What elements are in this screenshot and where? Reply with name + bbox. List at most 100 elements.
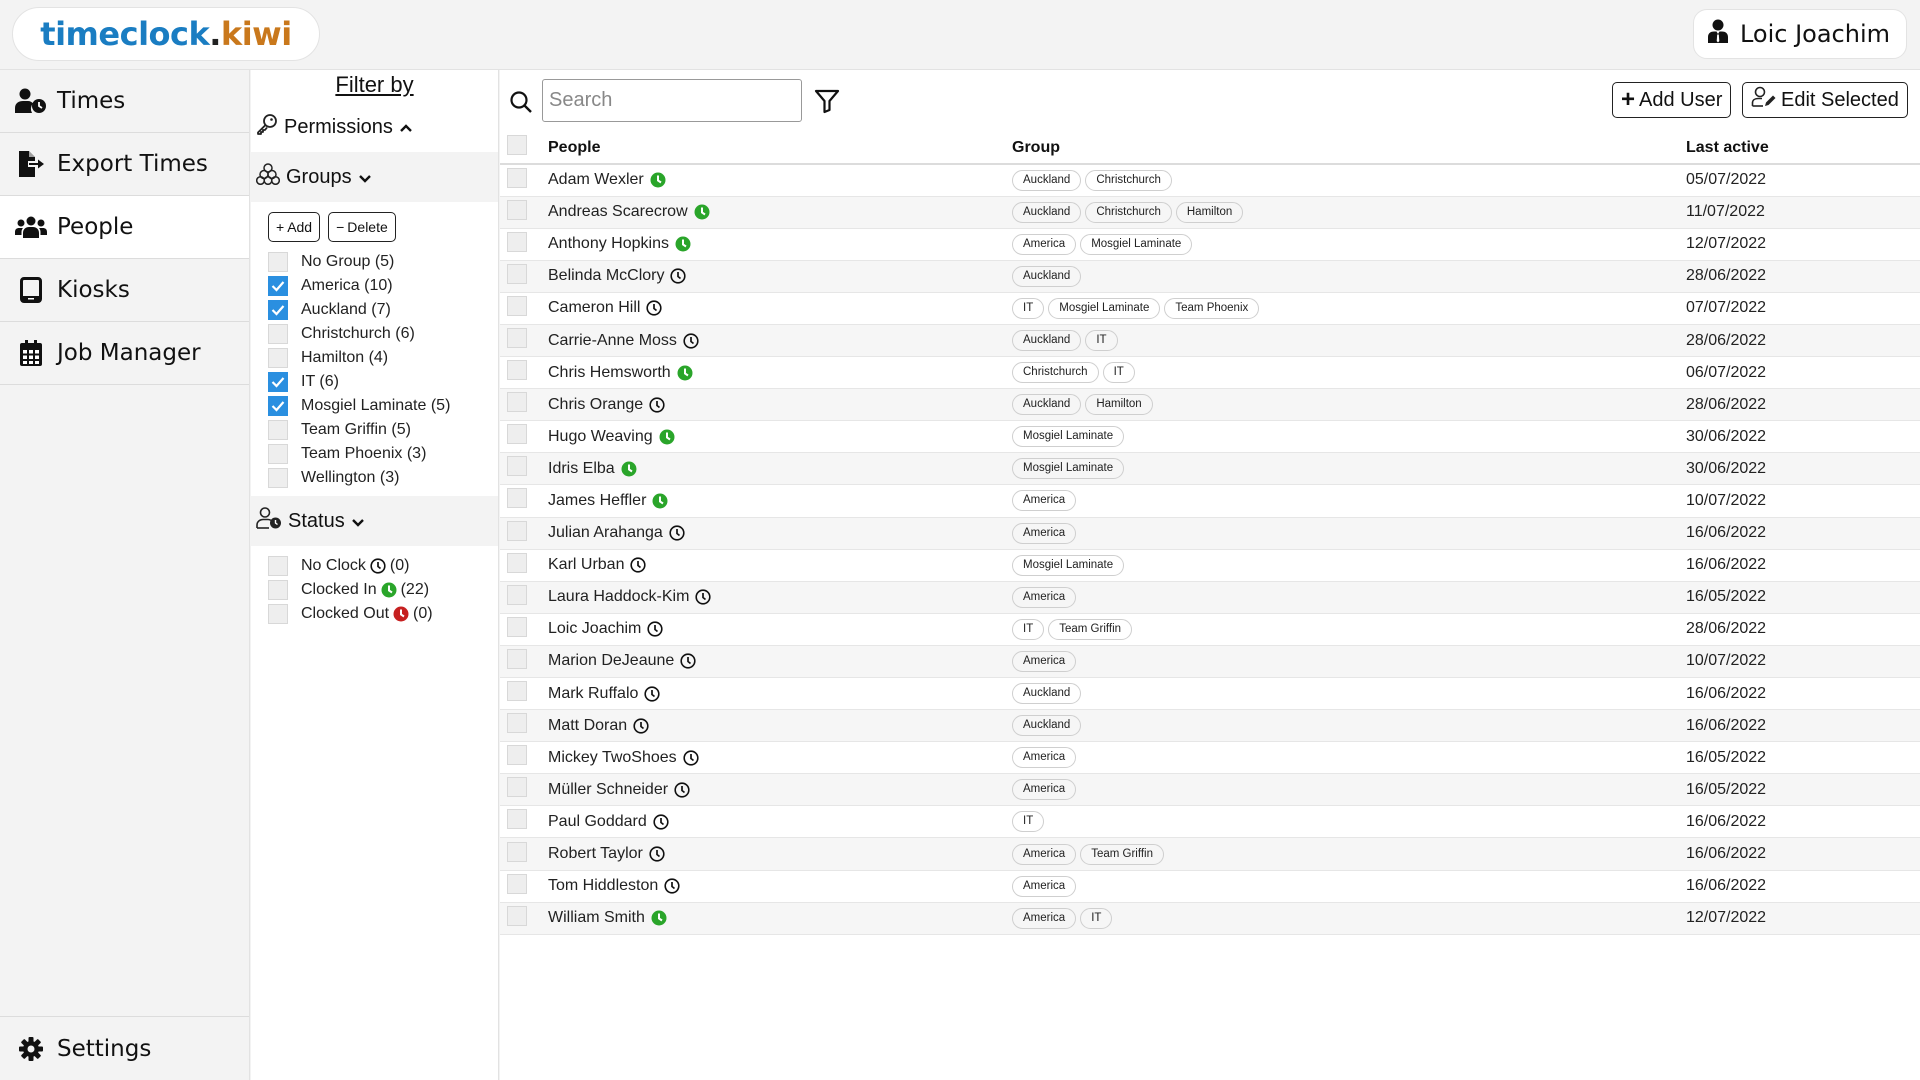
- sidebar-item-people[interactable]: People: [0, 196, 249, 259]
- group-filter-checkbox[interactable]: [268, 444, 288, 464]
- table-row[interactable]: Robert Taylor America Team Griffin 16/06/20…: [500, 837, 1920, 871]
- group-filter-checkbox[interactable]: [268, 348, 288, 368]
- table-row[interactable]: Marion DeJeaune America 10/07/2022: [500, 645, 1920, 679]
- table-row[interactable]: Mickey TwoShoes America 16/05/2022: [500, 741, 1920, 775]
- row-checkbox[interactable]: [507, 488, 527, 509]
- person-name[interactable]: Müller Schneider: [548, 780, 669, 798]
- permissions-section-toggle[interactable]: Permissions: [251, 102, 498, 152]
- search-input[interactable]: [542, 79, 802, 122]
- person-name[interactable]: Mark Ruffalo: [548, 684, 639, 702]
- table-row[interactable]: Karl Urban Mosgiel Laminate 16/06/2022: [500, 549, 1920, 582]
- group-filter-item[interactable]: Team Griffin (5): [268, 418, 498, 442]
- sidebar-item-export-times[interactable]: Export Times: [0, 133, 249, 196]
- person-name[interactable]: Marion DeJeaune: [548, 652, 675, 670]
- delete-group-button[interactable]: − Delete: [328, 212, 396, 242]
- group-filter-item[interactable]: Christchurch (6): [268, 322, 498, 346]
- row-checkbox[interactable]: [507, 809, 527, 830]
- person-name[interactable]: James Heffler: [548, 491, 647, 509]
- group-filter-checkbox[interactable]: [268, 276, 288, 296]
- person-name[interactable]: Andreas Scarecrow: [548, 203, 688, 221]
- sidebar-item-settings[interactable]: Settings: [0, 1016, 249, 1080]
- group-filter-item[interactable]: Hamilton (4): [268, 346, 498, 370]
- person-name[interactable]: Karl Urban: [548, 556, 625, 574]
- select-all-checkbox[interactable]: [507, 135, 527, 155]
- person-name[interactable]: Cameron Hill: [548, 299, 641, 317]
- row-checkbox[interactable]: [507, 841, 527, 862]
- group-filter-item[interactable]: Auckland (7): [268, 298, 498, 322]
- status-filter-item[interactable]: Clocked In (22): [268, 578, 498, 602]
- add-user-button[interactable]: + Add User: [1612, 82, 1732, 118]
- person-name[interactable]: Matt Doran: [548, 716, 628, 734]
- row-checkbox[interactable]: [507, 231, 527, 252]
- status-filter-item[interactable]: No Clock (0): [268, 554, 498, 578]
- group-filter-checkbox[interactable]: [268, 300, 288, 320]
- table-row[interactable]: William Smith America IT 12/07/2022: [500, 902, 1920, 935]
- group-filter-item[interactable]: IT (6): [268, 370, 498, 394]
- column-header-last-active[interactable]: Last active: [1686, 132, 1920, 165]
- group-filter-checkbox[interactable]: [268, 420, 288, 440]
- group-filter-item[interactable]: No Group (5): [268, 250, 498, 274]
- group-filter-checkbox[interactable]: [268, 324, 288, 344]
- group-filter-checkbox[interactable]: [268, 252, 288, 272]
- person-name[interactable]: Carrie-Anne Moss: [548, 331, 677, 349]
- row-checkbox[interactable]: [507, 777, 527, 798]
- row-checkbox[interactable]: [507, 424, 527, 445]
- group-filter-checkbox[interactable]: [268, 372, 288, 392]
- table-row[interactable]: Anthony Hopkins America Mosgiel Laminate 12…: [500, 228, 1920, 261]
- table-row[interactable]: Loic Joachim IT Team Griffin 28/06/2022: [500, 613, 1920, 646]
- row-checkbox[interactable]: [507, 328, 527, 349]
- person-name[interactable]: Tom Hiddleston: [548, 877, 659, 895]
- table-row[interactable]: Hugo Weaving Mosgiel Laminate 30/06/2022: [500, 420, 1920, 454]
- edit-selected-button[interactable]: Edit Selected: [1742, 82, 1908, 118]
- table-row[interactable]: Julian Arahanga America 16/06/2022: [500, 517, 1920, 550]
- groups-section-toggle[interactable]: Groups: [251, 152, 498, 202]
- row-checkbox[interactable]: [507, 616, 527, 637]
- group-filter-item[interactable]: Mosgiel Laminate (5): [268, 394, 498, 418]
- filter-funnel-icon[interactable]: [814, 88, 840, 119]
- person-name[interactable]: Loic Joachim: [548, 620, 642, 638]
- logo[interactable]: timeclock. kiwi: [12, 7, 320, 61]
- row-checkbox[interactable]: [507, 713, 527, 734]
- row-checkbox[interactable]: [507, 167, 527, 188]
- user-menu-button[interactable]: Loic Joachim: [1692, 9, 1907, 59]
- group-filter-checkbox[interactable]: [268, 396, 288, 416]
- sidebar-item-job-manager[interactable]: Job Manager: [0, 322, 249, 385]
- table-row[interactable]: Matt Doran Auckland 16/06/2022: [500, 709, 1920, 743]
- row-checkbox[interactable]: [507, 199, 527, 220]
- table-row[interactable]: Müller Schneider America 16/05/2022: [500, 773, 1920, 807]
- add-group-button[interactable]: + Add: [268, 212, 321, 242]
- person-name[interactable]: Mickey TwoShoes: [548, 748, 677, 766]
- status-filter-checkbox[interactable]: [268, 580, 288, 600]
- table-row[interactable]: Adam Wexler Auckland Christchurch 05/07/202…: [500, 164, 1920, 197]
- row-checkbox[interactable]: [507, 392, 527, 413]
- row-checkbox[interactable]: [507, 905, 527, 926]
- table-row[interactable]: Andreas Scarecrow Auckland Christchurch Ham…: [500, 196, 1920, 229]
- group-filter-item[interactable]: Team Phoenix (3): [268, 442, 498, 466]
- person-name[interactable]: Idris Elba: [548, 459, 615, 477]
- table-row[interactable]: Cameron Hill IT Mosgiel Laminate Team Phoen…: [500, 292, 1920, 325]
- table-row[interactable]: Chris Orange Auckland Hamilton 28/06/2022: [500, 388, 1920, 422]
- person-name[interactable]: Julian Arahanga: [548, 524, 663, 542]
- person-name[interactable]: Belinda McClory: [548, 267, 665, 285]
- row-checkbox[interactable]: [507, 552, 527, 573]
- row-checkbox[interactable]: [507, 360, 527, 381]
- person-name[interactable]: Chris Orange: [548, 395, 644, 413]
- row-checkbox[interactable]: [507, 745, 527, 766]
- person-name[interactable]: Anthony Hopkins: [548, 235, 669, 253]
- table-row[interactable]: Carrie-Anne Moss Auckland IT 28/06/2022: [500, 324, 1920, 358]
- table-row[interactable]: Idris Elba Mosgiel Laminate 30/06/2022: [500, 452, 1920, 486]
- row-checkbox[interactable]: [507, 584, 527, 605]
- status-filter-checkbox[interactable]: [268, 556, 288, 576]
- status-section-toggle[interactable]: Status: [251, 496, 498, 546]
- status-filter-item[interactable]: Clocked Out (0): [268, 602, 498, 626]
- person-name[interactable]: William Smith: [548, 909, 645, 927]
- table-row[interactable]: Laura Haddock-Kim America 16/05/2022: [500, 581, 1920, 614]
- person-name[interactable]: Hugo Weaving: [548, 427, 653, 445]
- person-name[interactable]: Adam Wexler: [548, 171, 644, 189]
- table-row[interactable]: James Heffler America 10/07/2022: [500, 484, 1920, 518]
- table-row[interactable]: Mark Ruffalo Auckland 16/06/2022: [500, 677, 1920, 711]
- person-name[interactable]: Laura Haddock-Kim: [548, 588, 690, 606]
- table-row[interactable]: Belinda McClory Auckland 28/06/2022: [500, 260, 1920, 293]
- row-checkbox[interactable]: [507, 873, 527, 894]
- table-row[interactable]: Chris Hemsworth Christchurch IT 06/07/2022: [500, 356, 1920, 390]
